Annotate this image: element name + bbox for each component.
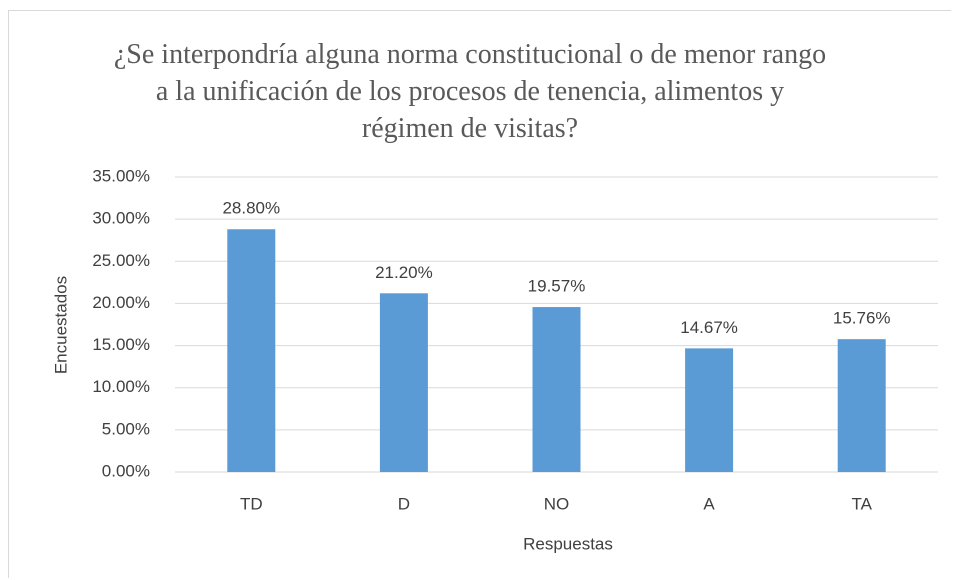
x-tick-label: A [703, 494, 715, 513]
data-label: 15.76% [833, 309, 891, 328]
chart-title: ¿Se interpondría alguna norma constituci… [113, 39, 827, 144]
y-tick-label: 0.00% [102, 461, 150, 480]
y-tick-label: 15.00% [92, 335, 150, 354]
data-label: 14.67% [680, 318, 738, 337]
data-label: 21.20% [375, 263, 433, 282]
y-tick-label: 30.00% [92, 209, 150, 228]
bar [837, 339, 886, 472]
x-axis-title: Respuestas [523, 534, 613, 553]
y-tick-label: 20.00% [92, 293, 150, 312]
x-tick-label: TD [240, 494, 263, 513]
data-label: 19.57% [528, 277, 586, 296]
y-tick-label: 35.00% [92, 166, 150, 185]
x-tick-label: TA [851, 494, 872, 513]
y-tick-label: 25.00% [92, 251, 150, 270]
x-tick-label: NO [544, 494, 570, 513]
y-tick-label: 10.00% [92, 377, 150, 396]
bar [685, 348, 734, 472]
chart-frame [8, 10, 951, 578]
bar [532, 307, 581, 472]
y-axis-title: Encuestados [51, 276, 70, 374]
y-tick-label: 5.00% [102, 419, 150, 438]
x-tick-label: D [398, 494, 410, 513]
data-label: 28.80% [222, 199, 280, 218]
bar [379, 293, 428, 472]
bar [227, 229, 276, 472]
